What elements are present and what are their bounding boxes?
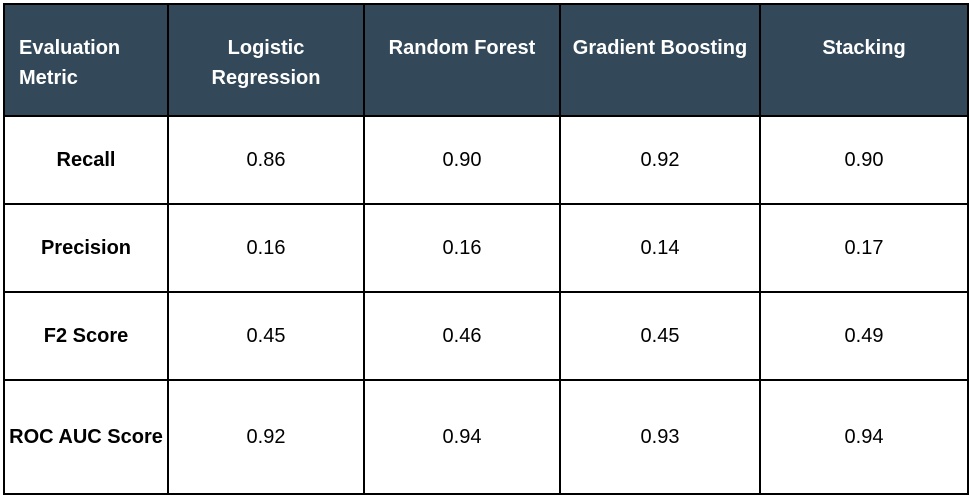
metric-name-cell: ROC AUC Score <box>3 379 169 495</box>
value-cell: 0.90 <box>363 115 561 205</box>
value-cell: 0.92 <box>167 379 365 495</box>
metric-name-cell: Recall <box>3 115 169 205</box>
value-cell: 0.16 <box>363 203 561 293</box>
value-cell: 0.86 <box>167 115 365 205</box>
value-cell: 0.92 <box>559 115 761 205</box>
column-header-metric: Evaluation Metric <box>3 3 169 117</box>
value-cell: 0.45 <box>167 291 365 381</box>
value-cell: 0.93 <box>559 379 761 495</box>
value-cell: 0.90 <box>759 115 969 205</box>
column-header-label: Stacking <box>822 37 906 59</box>
table-row: F2 Score 0.45 0.46 0.45 0.49 <box>3 291 969 381</box>
column-header-gradient-boosting: Gradient Boosting <box>559 3 761 117</box>
table-row: ROC AUC Score 0.92 0.94 0.93 0.94 <box>3 379 969 495</box>
column-header-random-forest: Random Forest <box>363 3 561 117</box>
metric-name-cell: F2 Score <box>3 291 169 381</box>
column-header-label: Evaluation Metric <box>19 37 121 89</box>
value-cell: 0.14 <box>559 203 761 293</box>
value-cell: 0.17 <box>759 203 969 293</box>
table-row: Precision 0.16 0.16 0.14 0.17 <box>3 203 969 293</box>
metrics-table-container: Evaluation Metric Logistic Regression Ra… <box>3 3 969 495</box>
top-edge <box>0 0 970 3</box>
table-row: Recall 0.86 0.90 0.92 0.90 <box>3 115 969 205</box>
table-header-row: Evaluation Metric Logistic Regression Ra… <box>3 3 969 117</box>
value-cell: 0.49 <box>759 291 969 381</box>
model-metrics-table: Evaluation Metric Logistic Regression Ra… <box>3 3 969 495</box>
value-cell: 0.94 <box>363 379 561 495</box>
column-header-label: Logistic Regression <box>211 37 321 89</box>
column-header-logistic-regression: Logistic Regression <box>167 3 365 117</box>
value-cell: 0.45 <box>559 291 761 381</box>
column-header-label: Gradient Boosting <box>572 37 748 59</box>
value-cell: 0.16 <box>167 203 365 293</box>
value-cell: 0.46 <box>363 291 561 381</box>
metric-name-cell: Precision <box>3 203 169 293</box>
column-header-stacking: Stacking <box>759 3 969 117</box>
value-cell: 0.94 <box>759 379 969 495</box>
column-header-label: Random Forest <box>388 37 536 59</box>
